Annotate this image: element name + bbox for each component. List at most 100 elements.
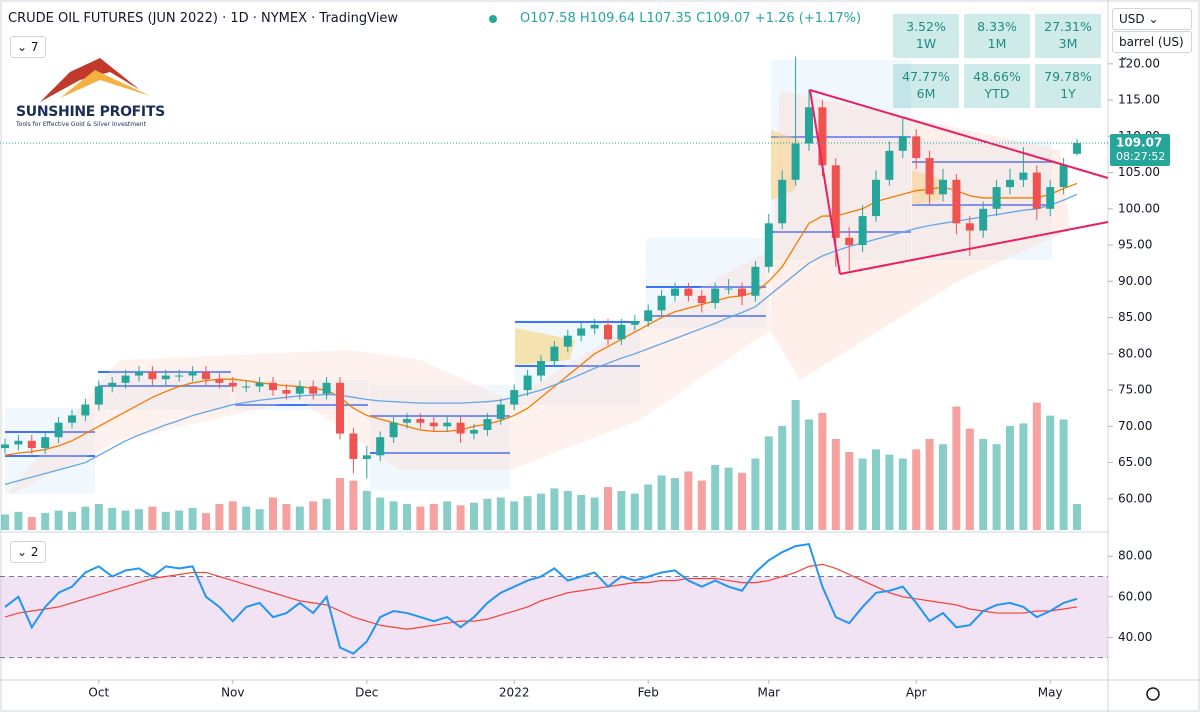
y-tick-label: 105.00: [1118, 165, 1160, 179]
candle-body: [644, 310, 653, 322]
candle-body: [443, 422, 452, 427]
triangle-upper-trendline: [809, 89, 1109, 179]
volume-bar: [416, 506, 425, 530]
rsi-tick-label: 60.00: [1118, 589, 1152, 603]
candle-body: [845, 237, 854, 246]
candle-body: [751, 266, 760, 296]
performance-cell[interactable]: 79.78% 1Y: [1035, 64, 1101, 108]
candle-body: [121, 375, 130, 383]
volume-bar: [27, 517, 36, 530]
indicator-toggle[interactable]: ⌄ 2: [10, 541, 46, 563]
candle-body: [563, 335, 572, 347]
volume-bar: [215, 504, 224, 530]
volume-bar: [336, 478, 344, 530]
profile-histogram: [515, 130, 945, 365]
chart-title: CRUDE OIL FUTURES (JUN 2022) · 1D · NYME…: [8, 11, 398, 26]
volume-bar: [764, 436, 773, 530]
candle-body: [68, 415, 76, 423]
indicator-toggle[interactable]: ⌄ 7: [10, 36, 46, 58]
candle-body: [228, 382, 237, 387]
volume-bar: [94, 504, 103, 530]
candle-body: [336, 382, 344, 434]
performance-change: 79.78%: [1044, 69, 1092, 84]
volume-bar: [805, 419, 813, 530]
volume-bar: [818, 413, 827, 530]
candle-body: [979, 208, 988, 231]
unit-select[interactable]: barrel (US) ⌄: [1112, 31, 1192, 63]
performance-cell[interactable]: 47.77% 6M: [893, 64, 959, 108]
volume-bar: [403, 504, 411, 530]
logo-text: SUNSHINE PROFITS: [16, 104, 165, 120]
performance-change: 27.31%: [1044, 19, 1092, 34]
volume-bar: [617, 491, 626, 530]
performance-cell[interactable]: 8.33% 1M: [964, 14, 1030, 58]
performance-change: 48.66%: [973, 69, 1021, 84]
candle-body: [657, 295, 666, 311]
volume-bar: [1, 514, 9, 530]
performance-cell[interactable]: 3.52% 1W: [893, 14, 959, 58]
triangle-lower-trendline: [839, 221, 1109, 275]
candle-body: [738, 288, 746, 296]
volume-bar: [1032, 402, 1041, 530]
candle-body: [671, 288, 679, 296]
volume-bar: [697, 480, 706, 530]
volume-bar: [925, 439, 934, 530]
volume-bar: [872, 449, 880, 530]
volume-bar: [496, 497, 505, 530]
volume-bar: [590, 497, 599, 530]
settings-icon[interactable]: [1146, 687, 1160, 701]
price-layer: [1, 56, 1081, 485]
candle-body: [885, 150, 894, 180]
volume-bar: [711, 465, 720, 530]
volume-bar: [898, 458, 907, 530]
volume-bar: [1059, 419, 1068, 530]
y-tick-label: 65.00: [1118, 455, 1152, 469]
x-tick-label: Mar: [757, 686, 780, 700]
candle-body: [630, 321, 639, 325]
volume-bar: [979, 439, 988, 530]
volume-bar: [175, 510, 184, 530]
x-tick-label: 2022: [499, 686, 530, 700]
candle-body: [362, 455, 371, 459]
candle-body: [577, 328, 586, 336]
volume-bar: [443, 501, 452, 530]
rsi-band: [0, 576, 1108, 658]
performance-period: 3M: [1058, 36, 1078, 51]
countdown-label: 08:27:52: [1116, 150, 1165, 163]
candle-body: [1, 444, 9, 449]
candle-body: [1032, 172, 1041, 209]
candle-body: [590, 324, 599, 329]
y-tick-label: 95.00: [1118, 238, 1152, 252]
performance-cell[interactable]: 27.31% 3M: [1035, 14, 1101, 58]
candle-body: [992, 187, 1001, 209]
last-price-label: 109.07: [1116, 136, 1162, 150]
candle-body: [1006, 179, 1014, 188]
candle-body: [161, 375, 170, 380]
candle-body: [27, 440, 36, 449]
volume-bar: [161, 511, 170, 530]
rsi-line: [4, 542, 1078, 655]
volume-bar: [121, 510, 130, 530]
profile-zone: [912, 140, 1052, 260]
candle-body: [1046, 187, 1055, 209]
performance-cell[interactable]: 48.66% YTD: [964, 64, 1030, 108]
volume-bar: [483, 498, 492, 530]
volume-bar: [952, 406, 961, 530]
volume-profiles: [5, 60, 1070, 495]
currency-select[interactable]: USD ⌄: [1112, 8, 1192, 30]
candle-body: [1019, 172, 1028, 180]
volume-bar: [242, 506, 251, 530]
volume-bar: [791, 400, 800, 530]
volume-bar: [657, 475, 666, 530]
volume-bar: [188, 507, 197, 530]
performance-change: 47.77%: [902, 69, 950, 84]
volume-bar: [912, 449, 921, 530]
y-tick-label: 80.00: [1118, 346, 1152, 360]
volume-bar: [255, 509, 264, 530]
candle-body: [724, 288, 733, 290]
candle-body: [510, 390, 519, 405]
volume-bar: [604, 487, 612, 530]
volume-bar: [470, 502, 478, 530]
candle-body: [617, 324, 626, 340]
candle-body: [255, 382, 264, 387]
